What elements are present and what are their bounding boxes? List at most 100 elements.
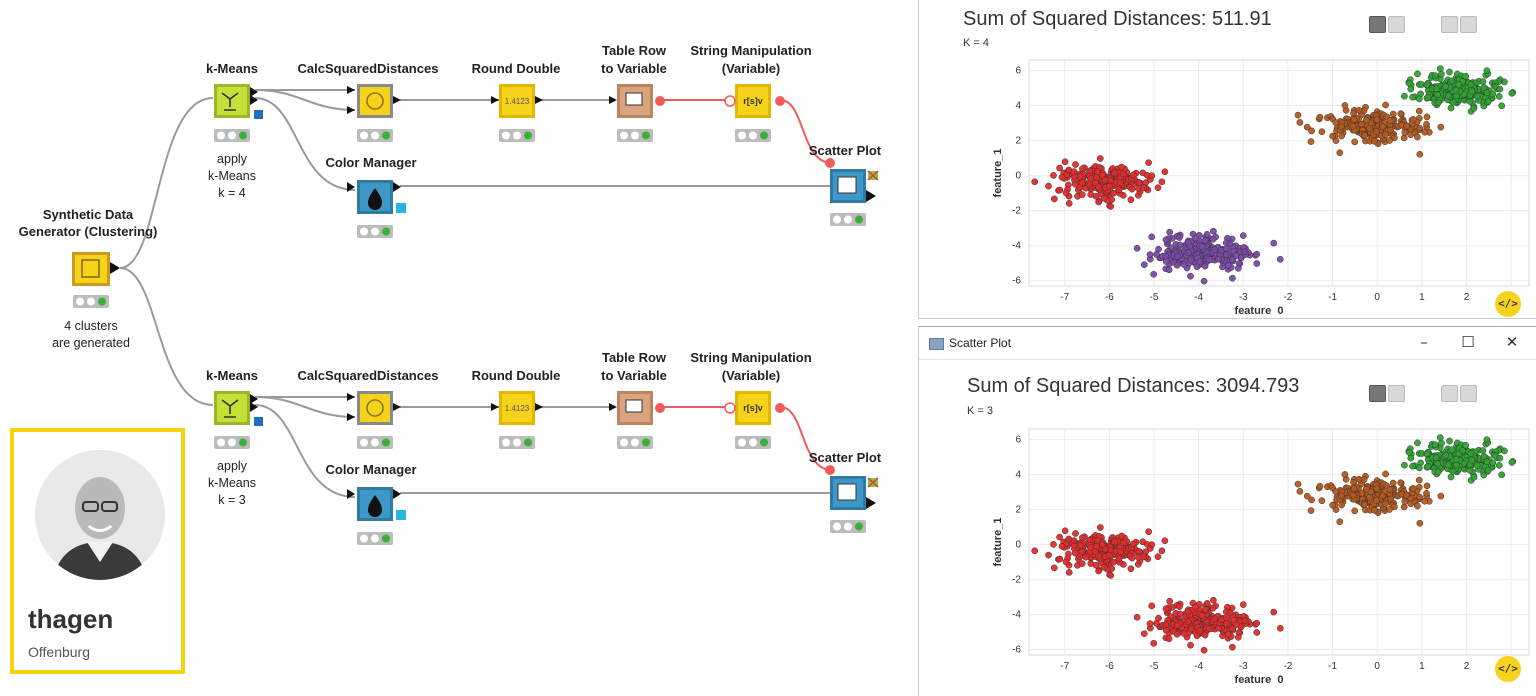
data-point[interactable] <box>1076 541 1084 549</box>
data-point[interactable] <box>1337 492 1345 500</box>
node-table-row-to-variable[interactable] <box>609 84 665 118</box>
data-point[interactable] <box>1111 538 1118 546</box>
data-point[interactable] <box>1145 159 1152 167</box>
data-point[interactable] <box>1135 548 1143 555</box>
menu-icon[interactable] <box>1460 16 1477 33</box>
data-point[interactable] <box>1111 169 1118 177</box>
data-point[interactable] <box>1100 563 1108 571</box>
data-point[interactable] <box>1078 548 1086 555</box>
data-point[interactable] <box>1180 630 1188 637</box>
data-point[interactable] <box>1495 93 1503 100</box>
data-point[interactable] <box>1407 454 1415 462</box>
data-point[interactable] <box>1176 234 1183 241</box>
data-point[interactable] <box>1162 236 1170 244</box>
data-point[interactable] <box>1050 172 1057 179</box>
data-point[interactable] <box>1414 439 1421 447</box>
data-point[interactable] <box>1115 186 1123 194</box>
data-point[interactable] <box>1467 450 1475 457</box>
data-point[interactable] <box>1370 137 1378 145</box>
node-round-double[interactable]: 1.4123 <box>491 84 543 118</box>
data-point[interactable] <box>1196 258 1204 265</box>
data-point[interactable] <box>1498 102 1506 110</box>
node-kmeans[interactable] <box>214 391 263 426</box>
data-point[interactable] <box>1065 166 1073 174</box>
data-point[interactable] <box>1096 155 1104 162</box>
data-point[interactable] <box>1467 81 1475 88</box>
data-point[interactable] <box>1087 191 1095 198</box>
data-point[interactable] <box>1234 264 1242 272</box>
data-point[interactable] <box>1158 178 1166 186</box>
data-point[interactable] <box>1386 137 1393 144</box>
data-point[interactable] <box>1438 439 1445 447</box>
data-point[interactable] <box>1336 149 1344 157</box>
data-point[interactable] <box>1341 471 1349 478</box>
data-point[interactable] <box>1431 441 1439 449</box>
data-point[interactable] <box>1424 462 1432 470</box>
data-point[interactable] <box>1253 619 1261 627</box>
data-point[interactable] <box>1446 437 1453 445</box>
data-point[interactable] <box>1421 128 1429 136</box>
data-point[interactable] <box>1424 93 1432 101</box>
data-point[interactable] <box>1423 81 1431 89</box>
data-point[interactable] <box>1484 97 1492 105</box>
data-point[interactable] <box>1437 123 1445 131</box>
fullscreen-icon[interactable] <box>1441 385 1458 402</box>
node-synthetic-data-generator[interactable] <box>72 252 120 286</box>
data-point[interactable] <box>1140 553 1148 561</box>
data-point[interactable] <box>1056 533 1063 541</box>
data-point[interactable] <box>1349 122 1357 130</box>
data-point[interactable] <box>1045 182 1052 190</box>
data-point[interactable] <box>1098 540 1106 548</box>
data-point[interactable] <box>1414 502 1421 510</box>
data-point[interactable] <box>1241 617 1249 624</box>
data-point[interactable] <box>1203 600 1211 607</box>
data-point[interactable] <box>1462 72 1470 80</box>
data-point[interactable] <box>1109 558 1117 566</box>
node-scatter-plot[interactable] <box>825 465 879 510</box>
pan-icon[interactable] <box>1369 16 1386 33</box>
data-point[interactable] <box>1294 111 1302 119</box>
data-point[interactable] <box>1062 558 1070 566</box>
data-point[interactable] <box>1415 476 1423 484</box>
data-point[interactable] <box>1117 179 1124 187</box>
data-point[interactable] <box>1129 540 1137 548</box>
data-point[interactable] <box>1222 251 1230 259</box>
data-point[interactable] <box>1076 172 1084 180</box>
close-button[interactable]: ✕ <box>1505 333 1519 351</box>
data-point[interactable] <box>1165 635 1173 643</box>
data-point[interactable] <box>1336 518 1344 526</box>
data-point[interactable] <box>1423 113 1431 121</box>
data-point[interactable] <box>1161 168 1169 176</box>
data-point[interactable] <box>1405 79 1413 87</box>
data-point[interactable] <box>1087 175 1095 182</box>
data-point[interactable] <box>1201 262 1209 270</box>
data-point[interactable] <box>1329 132 1336 140</box>
node-calc-squared-distances[interactable] <box>347 84 401 118</box>
data-point[interactable] <box>1056 555 1064 563</box>
data-point[interactable] <box>1158 547 1166 555</box>
data-point[interactable] <box>1449 98 1457 106</box>
data-point[interactable] <box>1050 564 1058 572</box>
data-point[interactable] <box>1129 171 1137 179</box>
data-point[interactable] <box>1226 609 1234 617</box>
data-point[interactable] <box>1176 610 1184 618</box>
data-point[interactable] <box>1209 235 1217 243</box>
data-point[interactable] <box>1232 252 1240 259</box>
data-point[interactable] <box>1447 104 1455 112</box>
data-point[interactable] <box>1203 231 1211 238</box>
data-point[interactable] <box>1316 113 1324 121</box>
data-point[interactable] <box>1187 641 1194 649</box>
maximize-button[interactable]: ☐ <box>1461 333 1475 351</box>
data-point[interactable] <box>1173 630 1181 638</box>
data-point[interactable] <box>1153 620 1160 627</box>
data-point[interactable] <box>1192 603 1199 611</box>
data-point[interactable] <box>1361 132 1369 139</box>
workflow-canvas[interactable]: Synthetic Data Generator (Clustering) 4 … <box>0 0 915 695</box>
data-point[interactable] <box>1211 246 1218 254</box>
data-point[interactable] <box>1210 596 1217 604</box>
data-point[interactable] <box>1416 124 1423 132</box>
code-toggle-button[interactable]: </> <box>1495 291 1521 317</box>
data-point[interactable] <box>1423 482 1431 490</box>
data-point[interactable] <box>1154 184 1162 192</box>
data-point[interactable] <box>1061 158 1069 166</box>
